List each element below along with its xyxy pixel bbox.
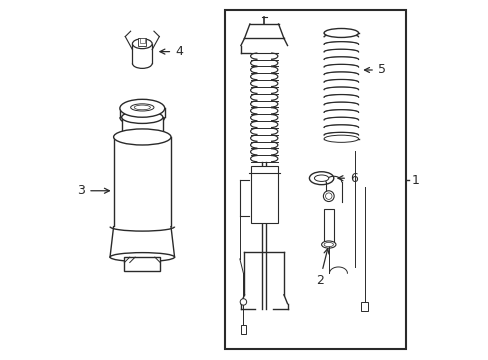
- Bar: [138, 39, 146, 45]
- Bar: [361, 302, 367, 311]
- Ellipse shape: [110, 253, 174, 262]
- Ellipse shape: [324, 28, 358, 37]
- Bar: [132, 44, 152, 63]
- Bar: [250, 166, 277, 223]
- Ellipse shape: [325, 193, 331, 199]
- Text: 4: 4: [160, 45, 183, 58]
- Bar: [140, 38, 144, 43]
- Bar: [110, 226, 174, 257]
- Text: 1: 1: [410, 174, 418, 186]
- Bar: [262, 162, 266, 309]
- Ellipse shape: [321, 241, 335, 248]
- Ellipse shape: [132, 39, 152, 49]
- Bar: [224, 10, 405, 348]
- Ellipse shape: [122, 111, 163, 123]
- Bar: [240, 325, 246, 334]
- Ellipse shape: [323, 191, 333, 202]
- Text: 6: 6: [337, 172, 357, 185]
- Ellipse shape: [240, 299, 246, 305]
- Ellipse shape: [324, 242, 333, 247]
- Bar: [323, 209, 333, 244]
- Text: 5: 5: [364, 63, 385, 76]
- Text: 3: 3: [77, 184, 109, 197]
- Bar: [120, 108, 164, 117]
- Bar: [124, 257, 160, 271]
- Ellipse shape: [113, 129, 171, 145]
- Text: 2: 2: [315, 249, 328, 287]
- Ellipse shape: [130, 104, 154, 111]
- Ellipse shape: [134, 105, 150, 110]
- Ellipse shape: [309, 172, 333, 185]
- Ellipse shape: [120, 99, 164, 117]
- Bar: [113, 137, 171, 226]
- Ellipse shape: [314, 175, 328, 181]
- Bar: [249, 53, 278, 162]
- Ellipse shape: [324, 135, 358, 142]
- Bar: [122, 117, 163, 137]
